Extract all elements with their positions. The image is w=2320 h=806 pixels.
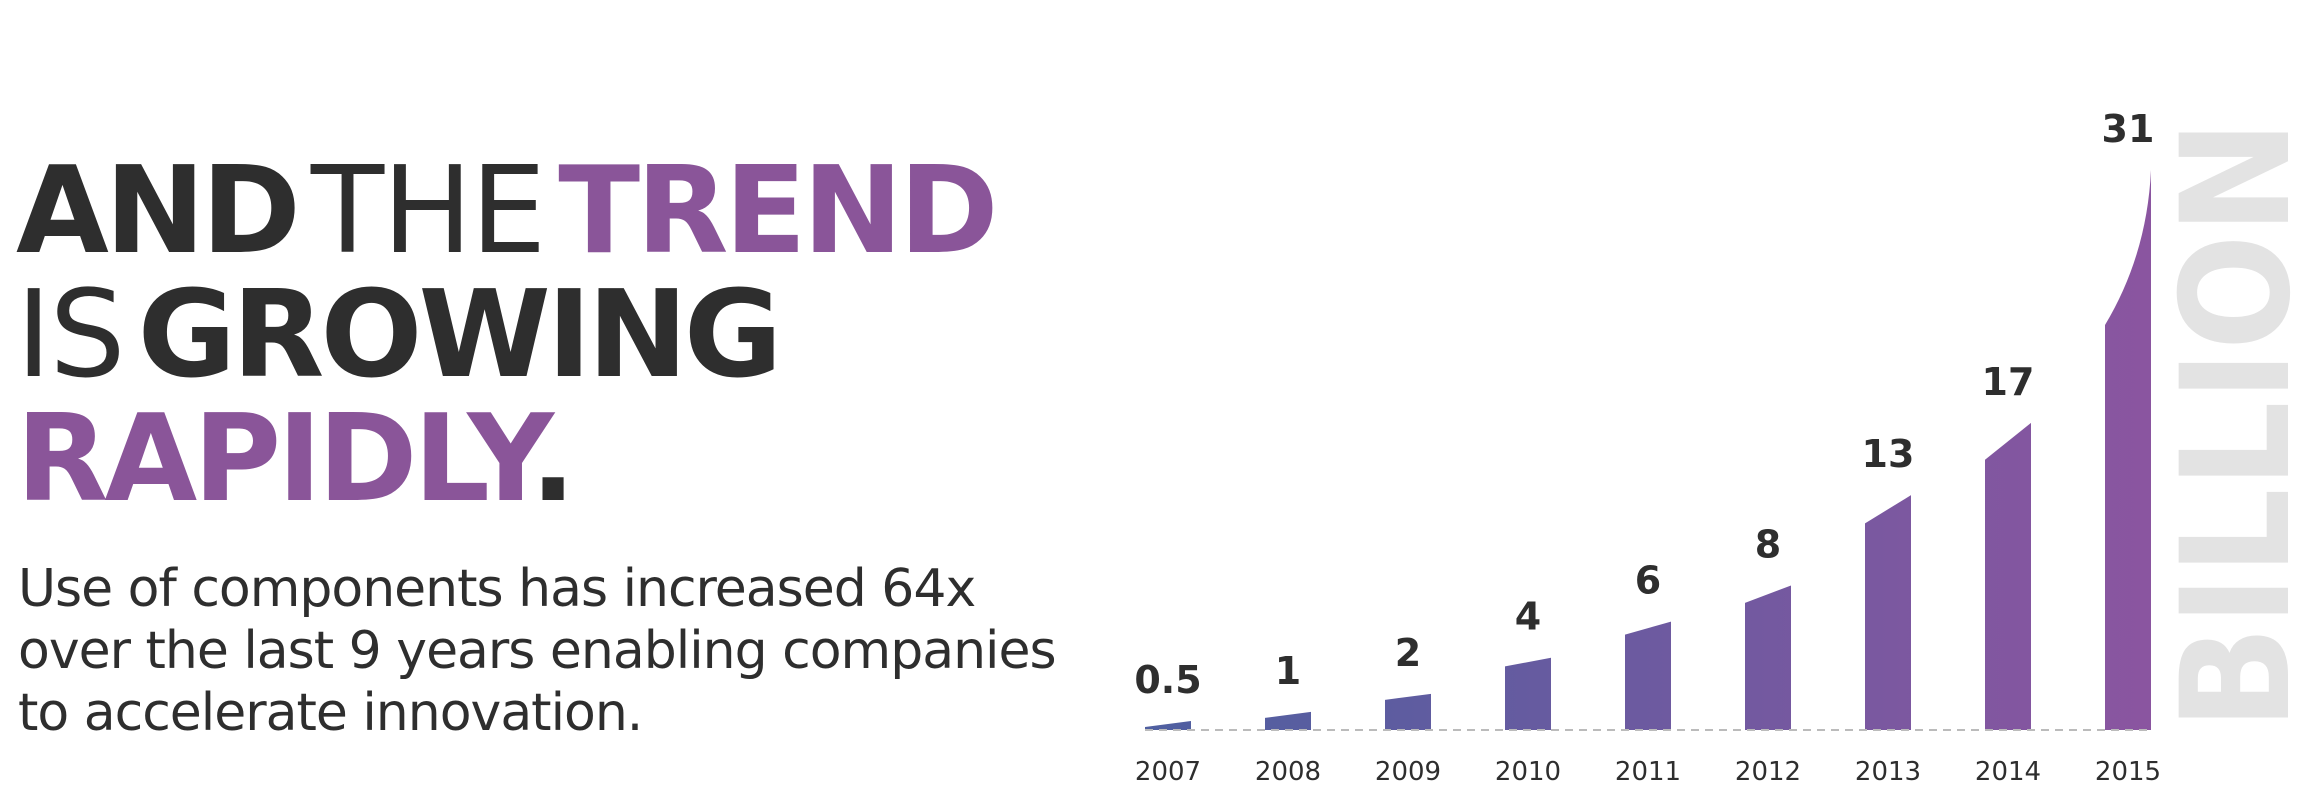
value-label-2007: 0.5 <box>1134 658 1201 702</box>
bar-2009 <box>1385 693 1431 730</box>
year-label-2008: 2008 <box>1255 757 1321 787</box>
value-label-2012: 8 <box>1755 522 1781 566</box>
year-label-2015: 2015 <box>2095 757 2160 787</box>
year-label-2013: 2013 <box>1855 757 1921 787</box>
value-label-2008: 1 <box>1275 649 1301 693</box>
year-label-2011: 2011 <box>1615 757 1681 787</box>
value-label-2014: 17 <box>1982 360 2035 404</box>
headline-word-the: THE <box>310 142 546 281</box>
headline-line-1: AND THE TREND <box>16 150 999 274</box>
bar-2010 <box>1505 657 1551 730</box>
year-label-2012: 2012 <box>1735 757 1801 787</box>
bar-series <box>1145 170 2151 730</box>
headline-word-and: AND <box>16 142 301 281</box>
value-label-2013: 13 <box>1862 432 1915 476</box>
year-label-2007: 2007 <box>1135 757 1201 787</box>
bar-2007 <box>1145 720 1191 730</box>
headline-line-3: RAPIDLY. <box>16 398 995 522</box>
bar-2012 <box>1745 585 1791 730</box>
bar-2014 <box>1985 422 2031 730</box>
unit-label-text: BILLION <box>2170 120 2310 730</box>
value-label-2009: 2 <box>1395 631 1421 675</box>
headline: AND THE TREND IS GROWING RAPIDLY. <box>16 150 999 522</box>
unit-label-billion: BILLION <box>2170 115 2310 735</box>
bar-2013 <box>1865 495 1911 730</box>
bar-2015 <box>2105 170 2151 730</box>
headline-word-growing: GROWING <box>137 266 783 405</box>
headline-word-trend: TREND <box>558 142 998 281</box>
headline-word-is: IS <box>16 266 126 405</box>
year-label-2010: 2010 <box>1495 757 1561 787</box>
headline-line-2: IS GROWING <box>16 274 995 398</box>
bar-2011 <box>1625 621 1671 730</box>
value-label-2010: 4 <box>1515 595 1541 639</box>
description-text: Use of components has increased 64x over… <box>18 559 1057 743</box>
headline-word-rapidly: RAPIDLY <box>16 390 534 529</box>
year-labels: 2007 2008 2009 2010 2011 2012 2013 2014 2015 <box>1135 757 2160 787</box>
headline-period: . <box>530 390 576 529</box>
value-labels: 0.5 1 2 4 6 8 13 17 31 <box>1134 107 2154 702</box>
value-label-2011: 6 <box>1635 559 1661 603</box>
year-label-2009: 2009 <box>1375 757 1441 787</box>
year-label-2014: 2014 <box>1975 757 2041 787</box>
bar-2008 <box>1265 711 1311 730</box>
value-label-2015: 31 <box>2102 107 2155 151</box>
